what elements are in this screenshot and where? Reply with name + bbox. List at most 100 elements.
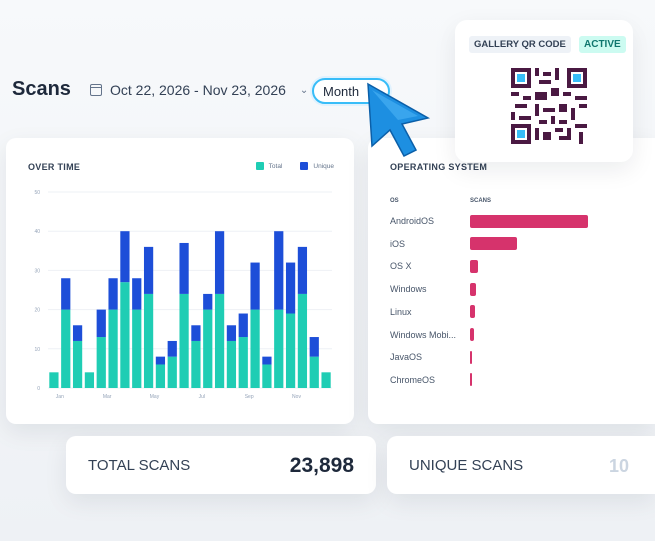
- os-row: ChromeOS: [390, 373, 650, 387]
- chart-legend: Total Unique: [255, 162, 334, 170]
- y-tick-label: 40: [34, 229, 40, 235]
- bar-unique: [226, 325, 237, 341]
- bar-unique: [191, 325, 201, 341]
- bar-total: [214, 293, 225, 388]
- bar-unique: [238, 313, 248, 338]
- legend-label-unique: Unique: [313, 162, 334, 170]
- bar-total: [108, 309, 118, 388]
- qr-code-card[interactable]: GALLERY QR CODE ACTIVE: [455, 20, 633, 162]
- bar-unique: [309, 337, 319, 357]
- os-name: AndroidOS: [390, 216, 435, 226]
- bar-total: [143, 293, 154, 388]
- bar-total: [226, 340, 237, 388]
- bar-unique: [285, 262, 296, 314]
- os-bar: [470, 214, 588, 228]
- os-bar: [470, 282, 476, 296]
- os-bar: [470, 328, 474, 341]
- y-tick-label: 50: [34, 190, 40, 196]
- bar-total: [191, 340, 201, 388]
- bar-unique: [132, 278, 142, 310]
- bar-total: [84, 372, 95, 388]
- over-time-title: OVER TIME: [28, 162, 81, 172]
- os-row: AndroidOS: [390, 214, 650, 228]
- x-tick-label: May: [150, 394, 160, 400]
- bar-total: [49, 372, 59, 388]
- bar-unique: [61, 278, 71, 310]
- bar-total: [262, 364, 272, 388]
- os-row: OS X: [390, 259, 650, 273]
- unique-scans-label: UNIQUE SCANS: [409, 457, 524, 474]
- total-scans-value: 23,898: [289, 454, 354, 477]
- date-range-picker[interactable]: Oct 22, 2026 - Nov 23, 2026 ⌄: [90, 82, 308, 98]
- qr-code-label: GALLERY QR CODE: [469, 36, 571, 53]
- bar-total: [96, 337, 106, 388]
- legend-swatch-total: [255, 162, 264, 170]
- operating-system-card: OPERATING SYSTEM OS SCANS AndroidOS iOS OS…: [368, 138, 655, 424]
- os-name: Windows: [390, 284, 427, 295]
- total-scans-card: TOTAL SCANS 23,898: [66, 436, 376, 494]
- bar-total: [285, 313, 296, 388]
- os-row: Windows: [390, 282, 650, 296]
- bar-unique: [297, 246, 308, 294]
- bar-unique: [179, 242, 189, 294]
- unique-scans-value: 10: [609, 456, 629, 476]
- os-column-header: OS: [390, 198, 399, 204]
- bar-unique: [167, 340, 177, 357]
- os-name: ChromeOS: [390, 374, 436, 385]
- x-tick-label: Mar: [103, 394, 112, 400]
- bar-unique: [155, 356, 166, 365]
- bar-unique: [120, 231, 130, 283]
- os-row: iOS: [390, 237, 650, 251]
- bar-unique: [108, 278, 118, 310]
- bar-unique: [262, 356, 272, 365]
- bar-total: [120, 282, 130, 388]
- os-name: iOS: [390, 238, 406, 249]
- os-name: OS X: [390, 261, 412, 272]
- os-bar: [470, 350, 473, 364]
- bar-total: [274, 309, 284, 388]
- bar-total: [179, 293, 189, 388]
- bar-total: [203, 309, 213, 388]
- legend-item-total: Total: [255, 162, 283, 170]
- bar-total: [72, 340, 83, 388]
- operating-system-title: OPERATING SYSTEM: [390, 162, 488, 172]
- legend-item-unique: Unique: [300, 162, 334, 170]
- os-row: Linux: [390, 305, 650, 319]
- bar-unique: [203, 293, 213, 310]
- os-name: JavaOS: [390, 352, 423, 363]
- os-row: Windows Mobi...: [390, 328, 650, 342]
- bar-unique: [143, 246, 154, 294]
- legend-swatch-unique: [300, 162, 309, 170]
- x-tick-label: Nov: [292, 394, 301, 400]
- os-name: Windows Mobi...: [390, 329, 457, 340]
- os-name: Linux: [390, 306, 412, 317]
- over-time-chart: 0 10 20 30 40 50 Jan Mar May Jul Sep Nov: [34, 190, 332, 400]
- scans-header: Scans: [12, 78, 71, 101]
- x-tick-label: Jan: [56, 394, 64, 400]
- bar-total: [238, 337, 248, 388]
- bar-total: [155, 364, 166, 388]
- bar-total: [132, 309, 142, 388]
- bar-unique: [214, 231, 225, 294]
- unique-scans-card: UNIQUE SCANS 10: [387, 436, 655, 494]
- y-tick-label: 10: [34, 347, 40, 353]
- chevron-down-icon: ⌄: [299, 84, 309, 96]
- y-tick-label: 30: [34, 268, 40, 274]
- os-row: JavaOS: [390, 350, 650, 364]
- legend-label-total: Total: [268, 162, 283, 170]
- bar-total: [309, 356, 319, 388]
- bar-unique: [250, 262, 260, 310]
- bar-unique: [274, 231, 284, 310]
- x-tick-label: Jul: [199, 394, 205, 400]
- total-scans-label: TOTAL SCANS: [88, 457, 191, 474]
- os-bar: [470, 259, 479, 273]
- bar-total: [250, 309, 260, 388]
- os-bar: [470, 305, 475, 319]
- over-time-card: OVER TIME Total Unique 0 10 20 30 40 50 Jan Mar…: [6, 138, 354, 424]
- bar-unique: [72, 325, 83, 341]
- bar-unique: [96, 309, 106, 338]
- bar-total: [297, 293, 308, 388]
- mouse-pointer-icon: [367, 82, 431, 157]
- bar-total: [321, 372, 331, 388]
- x-tick-label: Sep: [245, 394, 254, 400]
